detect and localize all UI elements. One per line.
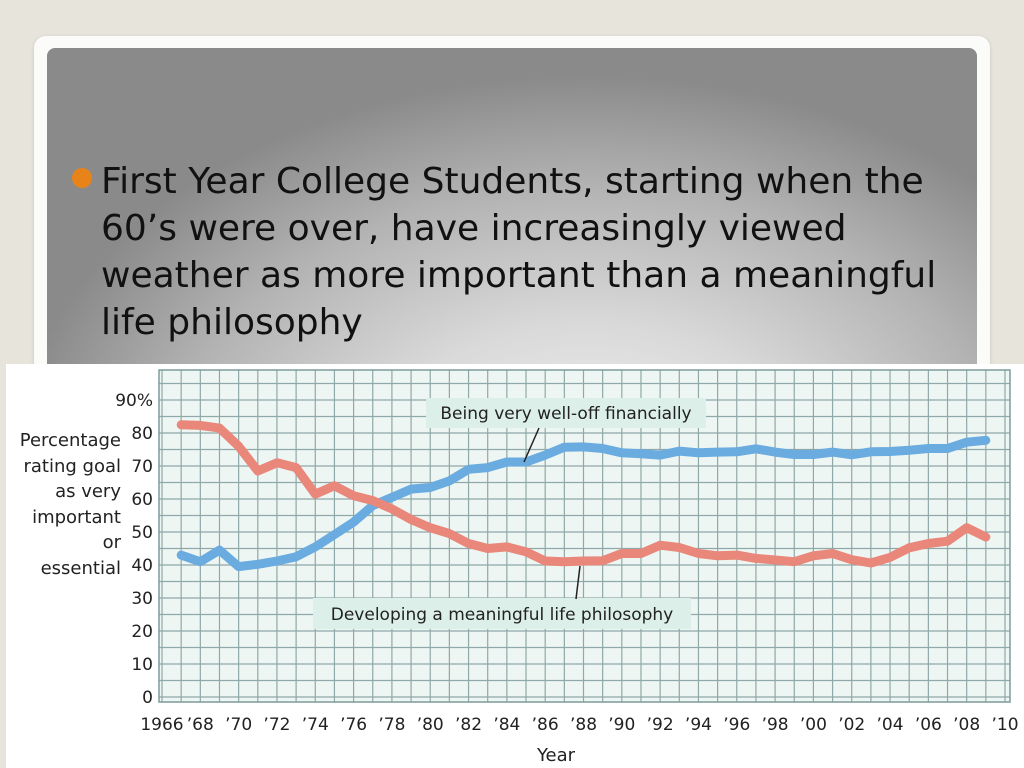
x-tick-label: ’82 [455,715,482,735]
x-tick-label: ’00 [800,715,827,735]
x-tick-label: ’02 [838,715,865,735]
annotation-box-financial [426,398,706,428]
y-axis-title-line: rating goal [23,455,121,477]
y-tick-label: 50 [131,523,153,543]
x-tick-label: ’96 [723,715,750,735]
y-tick-label: 80 [131,424,153,444]
x-tick-label: ’04 [877,715,904,735]
x-tick-label: ’90 [608,715,635,735]
x-tick-label: ’10 [991,715,1018,735]
y-axis-title-line: essential [40,557,121,579]
y-tick-label: 20 [131,622,153,642]
y-tick-label: 30 [131,589,153,609]
bullet-item: First Year College Students, starting wh… [72,158,962,346]
y-axis-label: Percentage rating goal as very important or e… [0,428,121,582]
series-line-philosophy [176,420,991,568]
x-axis-title: Year [536,745,576,766]
y-tick-label: 40 [131,556,153,576]
y-axis-title-line: as very [55,481,121,503]
x-tick-label: ’80 [417,715,444,735]
y-tick-label: 10 [131,655,153,675]
y-axis-title-line: Percentage [19,430,121,451]
x-tick-label: ’86 [532,715,559,735]
x-tick-label: ’08 [953,715,980,735]
x-tick-label: ’98 [762,715,789,735]
x-tick-label: ’68 [187,715,214,735]
annotation-label-financial: Being very well-off financially [440,404,691,424]
annotation-leader-philosophy [575,565,581,600]
y-axis-title-line: or [102,532,121,554]
x-tick-label: ’70 [225,715,252,735]
annotation-box-philosophy [313,598,691,629]
x-tick-label: ’72 [263,715,290,735]
annotation-label-philosophy: Developing a meaningful life philosophy [331,605,673,625]
y-tick-label: 0 [142,688,153,708]
y-axis-title-line: important [32,506,121,528]
bullet-dot-icon [72,168,92,188]
y-tick-label: 90% [115,391,153,411]
x-tick-label: ’78 [378,715,405,735]
x-tick-label: ’94 [685,715,712,735]
x-tick-label: ’92 [647,715,674,735]
y-tick-label: 70 [131,457,153,477]
x-tick-label: ’76 [340,715,367,735]
x-tick-label: ’88 [570,715,597,735]
x-tick-label: ’74 [302,715,329,735]
annotation-leader-financial [523,427,540,463]
x-tick-label: ’06 [915,715,942,735]
plot-border [158,369,1011,703]
y-tick-label: 60 [131,490,153,510]
bullet-text: First Year College Students, starting wh… [101,161,937,343]
x-tick-label: 1966 [140,715,183,735]
x-tick-label: ’84 [493,715,520,735]
series-line-financial [176,435,991,572]
